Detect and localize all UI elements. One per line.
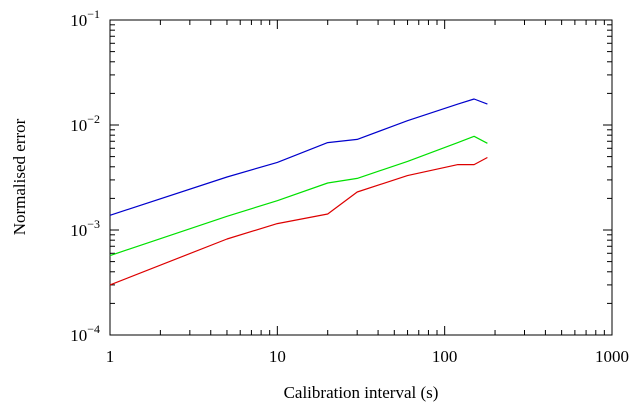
x-tick-label: 1000 bbox=[595, 347, 629, 366]
y-tick-labels: 10−4 10−3 10−2 10−1 bbox=[70, 7, 100, 345]
y-axis-label: Normalised error bbox=[10, 118, 29, 235]
plot-frame bbox=[109, 19, 613, 336]
series-line-3 bbox=[109, 156, 488, 286]
y-tick-label: 10−1 bbox=[70, 7, 100, 30]
tick-marks bbox=[109, 19, 613, 336]
x-tick-label: 1 bbox=[106, 347, 115, 366]
y-tick-label: 10−3 bbox=[70, 217, 100, 240]
series-line-1 bbox=[109, 98, 488, 216]
x-tick-labels: 1 10 100 1000 bbox=[106, 347, 629, 366]
y-tick-label: 10−4 bbox=[70, 322, 100, 345]
x-tick-label: 100 bbox=[432, 347, 458, 366]
x-axis-label: Calibration interval (s) bbox=[284, 383, 439, 402]
series-layer bbox=[109, 98, 488, 286]
y-tick-label: 10−2 bbox=[70, 112, 100, 135]
series-line-2 bbox=[109, 135, 488, 257]
x-tick-label: 10 bbox=[269, 347, 286, 366]
